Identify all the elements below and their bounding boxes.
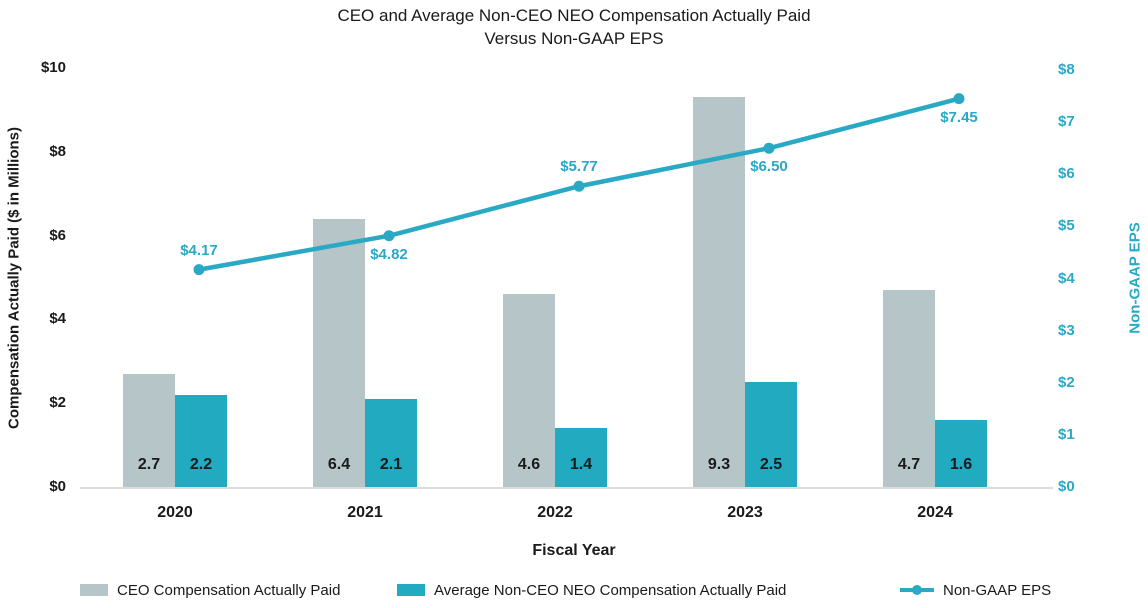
right-axis-tick: $4 [1058, 269, 1075, 287]
ceo-bar-swatch-icon [80, 584, 108, 596]
x-axis-category-label: 2021 [347, 504, 383, 521]
neo-bar-value-label: 2.5 [759, 456, 783, 473]
chart-title-line2: Versus Non-GAAP EPS [484, 29, 664, 48]
left-axis-tick: $0 [49, 478, 66, 495]
ceo-bar-value-label: 6.4 [327, 456, 351, 473]
neo-bar [555, 428, 607, 487]
neo-bar [365, 399, 417, 487]
x-axis-category-label: 2024 [917, 504, 953, 521]
ceo-bar [123, 373, 175, 487]
neo-bar-value-label: 2.2 [189, 456, 213, 473]
neo-bar [745, 382, 797, 487]
legend-label-neo: Average Non-CEO NEO Compensation Actuall… [434, 581, 787, 599]
neo-bar-swatch-icon [397, 584, 425, 596]
ceo-bar-value-label: 4.7 [897, 456, 921, 473]
legend-label-ceo: CEO Compensation Actually Paid [117, 581, 341, 599]
neo-bar-value-label: 2.1 [379, 456, 403, 473]
chart-title-line1: CEO and Average Non-CEO NEO Compensation… [337, 6, 811, 25]
legend: CEO Compensation Actually Paid Average N… [0, 580, 1148, 602]
left-axis-tick: $8 [49, 142, 66, 160]
x-axis-category-label: 2020 [157, 504, 193, 521]
neo-bar-value-label: 1.6 [949, 456, 973, 473]
eps-point-label: $6.50 [750, 158, 788, 176]
x-axis-baseline [80, 487, 1053, 489]
ceo-bar-value-label: 4.6 [517, 456, 541, 473]
eps-data-point [953, 93, 965, 105]
eps-data-point [383, 230, 395, 242]
legend-item-eps: Non-GAAP EPS [900, 580, 1051, 600]
left-axis-tick: $10 [40, 59, 66, 76]
x-axis-category-label: 2023 [727, 504, 763, 521]
right-axis-tick: $5 [1058, 217, 1075, 235]
right-axis-tick: $6 [1058, 165, 1075, 183]
right-axis-tick: $3 [1058, 321, 1075, 339]
ceo-bar [883, 290, 935, 487]
left-axis-tick: $2 [49, 394, 66, 412]
x-axis-category-label: 2022 [537, 504, 573, 521]
eps-point-label: $4.82 [370, 245, 408, 263]
neo-bar-value-label: 1.4 [569, 456, 593, 473]
eps-data-point [193, 264, 205, 276]
ceo-bar [503, 294, 555, 487]
right-axis-tick: $7 [1058, 113, 1075, 131]
ceo-bar-value-label: 2.7 [137, 456, 161, 473]
right-axis-tick: $1 [1058, 425, 1075, 443]
neo-bar [175, 394, 227, 487]
x-axis-title: Fiscal Year [532, 542, 616, 559]
left-axis-tick: $4 [49, 310, 66, 328]
right-axis-tick: $8 [1058, 61, 1075, 78]
eps-point-label: $7.45 [940, 108, 978, 126]
chart-title: CEO and Average Non-CEO NEO Compensation… [0, 4, 1148, 50]
eps-line-swatch-icon [900, 584, 934, 596]
neo-bar [935, 419, 987, 487]
eps-data-point [763, 142, 775, 154]
legend-item-neo-compensation: Average Non-CEO NEO Compensation Actuall… [397, 580, 786, 600]
eps-point-label: $4.17 [180, 241, 218, 259]
legend-item-ceo-compensation: CEO Compensation Actually Paid [80, 580, 340, 600]
ceo-bar-value-label: 9.3 [707, 456, 731, 473]
eps-point-label: $5.77 [560, 158, 598, 176]
right-axis-tick: $0 [1058, 478, 1075, 495]
eps-data-point [573, 180, 585, 192]
ceo-bar [693, 97, 745, 487]
legend-label-eps: Non-GAAP EPS [943, 581, 1052, 599]
left-axis-tick: $6 [49, 226, 66, 244]
right-axis-tick: $2 [1058, 373, 1075, 391]
